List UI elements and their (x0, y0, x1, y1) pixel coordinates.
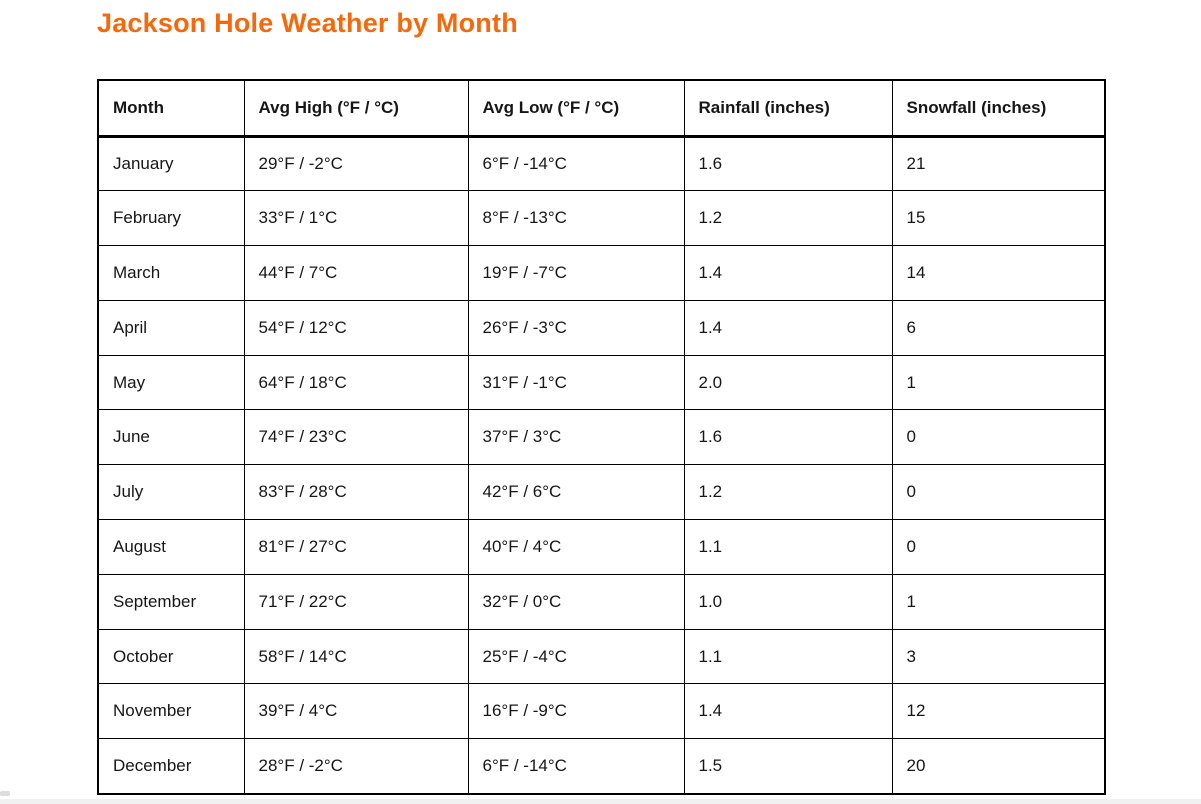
cell-month: October (97, 628, 245, 685)
cell-month: March (97, 245, 245, 301)
table-row: February 33°F / 1°C 8°F / -13°C 1.2 15 (97, 190, 1106, 247)
cell-month: February (97, 190, 245, 247)
cell-avg-high: 29°F / -2°C (243, 135, 469, 192)
cell-month: July (97, 464, 245, 521)
cell-month: August (97, 519, 245, 575)
cell-rainfall: 1.6 (683, 135, 893, 192)
table-body: January 29°F / -2°C 6°F / -14°C 1.6 21 Februa… (97, 135, 1106, 795)
cell-snowfall: 20 (891, 738, 1106, 795)
page-bottom-edge (0, 799, 1201, 804)
cell-month: September (97, 573, 245, 630)
table-row: September 71°F / 22°C 32°F / 0°C 1.0 1 (97, 573, 1106, 630)
cell-rainfall: 1.4 (683, 683, 893, 740)
cell-avg-low: 40°F / 4°C (467, 519, 685, 575)
cell-rainfall: 1.4 (683, 245, 893, 301)
cell-rainfall: 1.4 (683, 299, 893, 356)
table-row: July 83°F / 28°C 42°F / 6°C 1.2 0 (97, 464, 1106, 521)
cell-avg-low: 42°F / 6°C (467, 464, 685, 521)
cell-avg-high: 83°F / 28°C (243, 464, 469, 521)
cell-rainfall: 1.5 (683, 738, 893, 795)
table-row: December 28°F / -2°C 6°F / -14°C 1.5 20 (97, 738, 1106, 795)
cell-month: December (97, 738, 245, 795)
cell-month: November (97, 683, 245, 740)
cell-month: April (97, 299, 245, 356)
cell-avg-low: 19°F / -7°C (467, 245, 685, 301)
page-title: Jackson Hole Weather by Month (97, 8, 518, 38)
cell-avg-high: 64°F / 18°C (243, 354, 469, 411)
cell-rainfall: 1.6 (683, 409, 893, 466)
cell-avg-low: 26°F / -3°C (467, 299, 685, 356)
cell-snowfall: 15 (891, 190, 1106, 247)
cell-avg-low: 32°F / 0°C (467, 573, 685, 630)
header-avg-low: Avg Low (°F / °C) (467, 79, 685, 138)
cell-snowfall: 12 (891, 683, 1106, 740)
cell-rainfall: 2.0 (683, 354, 893, 411)
cell-avg-low: 16°F / -9°C (467, 683, 685, 740)
cell-avg-high: 28°F / -2°C (243, 738, 469, 795)
cell-snowfall: 0 (891, 409, 1106, 466)
header-avg-high: Avg High (°F / °C) (243, 79, 469, 138)
cell-avg-low: 8°F / -13°C (467, 190, 685, 247)
cell-month: June (97, 409, 245, 466)
cell-rainfall: 1.1 (683, 628, 893, 685)
cell-month: January (97, 135, 245, 192)
cell-snowfall: 0 (891, 519, 1106, 575)
table-row: June 74°F / 23°C 37°F / 3°C 1.6 0 (97, 409, 1106, 466)
table-row: January 29°F / -2°C 6°F / -14°C 1.6 21 (97, 135, 1106, 192)
header-month: Month (97, 79, 245, 138)
cell-snowfall: 3 (891, 628, 1106, 685)
cell-avg-low: 31°F / -1°C (467, 354, 685, 411)
cell-avg-high: 58°F / 14°C (243, 628, 469, 685)
table-row: October 58°F / 14°C 25°F / -4°C 1.1 3 (97, 628, 1106, 685)
cell-snowfall: 0 (891, 464, 1106, 521)
header-snowfall: Snowfall (inches) (891, 79, 1106, 138)
cell-avg-high: 33°F / 1°C (243, 190, 469, 247)
table-row: April 54°F / 12°C 26°F / -3°C 1.4 6 (97, 299, 1106, 356)
cell-snowfall: 6 (891, 299, 1106, 356)
cell-avg-low: 37°F / 3°C (467, 409, 685, 466)
cell-snowfall: 14 (891, 245, 1106, 301)
header-rainfall: Rainfall (inches) (683, 79, 893, 138)
table-header-row: Month Avg High (°F / °C) Avg Low (°F / °… (97, 79, 1106, 138)
table-row: November 39°F / 4°C 16°F / -9°C 1.4 12 (97, 683, 1106, 740)
cell-snowfall: 1 (891, 354, 1106, 411)
cell-snowfall: 1 (891, 573, 1106, 630)
cell-rainfall: 1.0 (683, 573, 893, 630)
cell-avg-high: 39°F / 4°C (243, 683, 469, 740)
cell-snowfall: 21 (891, 135, 1106, 192)
cell-avg-high: 74°F / 23°C (243, 409, 469, 466)
cell-avg-high: 81°F / 27°C (243, 519, 469, 575)
cell-avg-low: 6°F / -14°C (467, 135, 685, 192)
cell-rainfall: 1.1 (683, 519, 893, 575)
table-row: March 44°F / 7°C 19°F / -7°C 1.4 14 (97, 245, 1106, 301)
cell-avg-high: 44°F / 7°C (243, 245, 469, 301)
cell-avg-high: 71°F / 22°C (243, 573, 469, 630)
cell-rainfall: 1.2 (683, 464, 893, 521)
horizontal-scrollbar-thumb[interactable] (0, 791, 10, 796)
cell-rainfall: 1.2 (683, 190, 893, 247)
cell-avg-high: 54°F / 12°C (243, 299, 469, 356)
cell-avg-low: 25°F / -4°C (467, 628, 685, 685)
cell-avg-low: 6°F / -14°C (467, 738, 685, 795)
cell-month: May (97, 354, 245, 411)
weather-table: Month Avg High (°F / °C) Avg Low (°F / °… (97, 79, 1106, 795)
table-row: May 64°F / 18°C 31°F / -1°C 2.0 1 (97, 354, 1106, 411)
table-row: August 81°F / 27°C 40°F / 4°C 1.1 0 (97, 519, 1106, 575)
